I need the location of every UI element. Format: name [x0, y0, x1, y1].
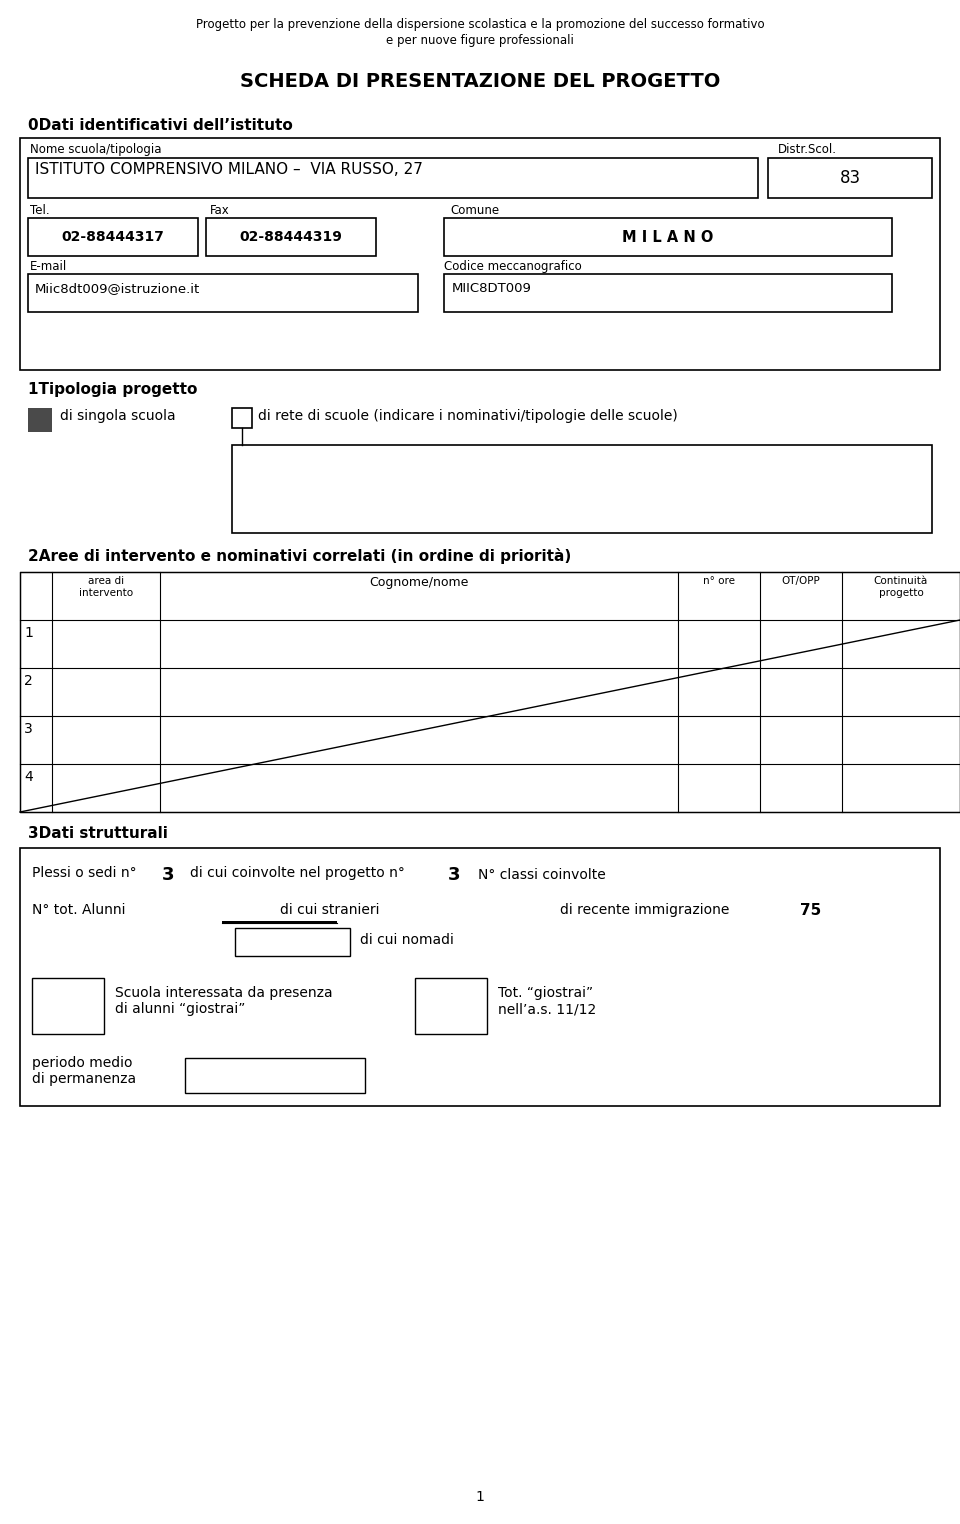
Text: N° classi coinvolte: N° classi coinvolte	[478, 869, 606, 882]
Text: di recente immigrazione: di recente immigrazione	[560, 904, 730, 917]
Text: Distr.Scol.: Distr.Scol.	[778, 143, 837, 155]
Text: di rete di scuole (indicare i nominativi/tipologie delle scuole): di rete di scuole (indicare i nominativi…	[258, 408, 678, 424]
Bar	[235, 928, 350, 956]
Text: 75: 75	[800, 904, 821, 917]
Bar	[444, 274, 892, 312]
Text: 2Aree di intervento e nominativi correlati (in ordine di priorità): 2Aree di intervento e nominativi correla…	[28, 549, 571, 564]
Text: di cui nomadi: di cui nomadi	[360, 933, 454, 946]
Text: ISTITUTO COMPRENSIVO MILANO –  VIA RUSSO, 27: ISTITUTO COMPRENSIVO MILANO – VIA RUSSO,…	[35, 162, 422, 177]
Text: di singola scuola: di singola scuola	[60, 408, 176, 424]
Text: M I L A N O: M I L A N O	[622, 230, 713, 244]
Text: OT/OPP: OT/OPP	[781, 576, 821, 587]
Bar	[232, 408, 252, 428]
Text: Tot. “giostrai”
nell’a.s. 11/12: Tot. “giostrai” nell’a.s. 11/12	[498, 986, 596, 1017]
Text: Miic8dt009@istruzione.it: Miic8dt009@istruzione.it	[35, 282, 201, 296]
Text: 2: 2	[24, 674, 33, 687]
Text: Tel.: Tel.	[30, 204, 50, 216]
Bar	[768, 158, 932, 198]
Bar	[28, 218, 198, 256]
Text: Comune: Comune	[450, 204, 499, 216]
Bar	[232, 445, 932, 533]
Text: 02-88444317: 02-88444317	[61, 230, 164, 244]
Text: Fax: Fax	[210, 204, 229, 216]
Bar	[444, 218, 892, 256]
Text: MIIC8DT009: MIIC8DT009	[452, 282, 532, 296]
Bar	[28, 158, 758, 198]
Bar	[32, 978, 104, 1033]
Text: Continuità
progetto: Continuità progetto	[874, 576, 928, 597]
Bar	[185, 1058, 365, 1093]
Bar	[20, 847, 940, 1106]
Text: Progetto per la prevenzione della dispersione scolastica e la promozione del suc: Progetto per la prevenzione della disper…	[196, 18, 764, 30]
Text: e per nuove figure professionali: e per nuove figure professionali	[386, 34, 574, 47]
Text: 1Tipologia progetto: 1Tipologia progetto	[28, 383, 198, 396]
Bar	[28, 274, 418, 312]
Text: Cognome/nome: Cognome/nome	[370, 576, 468, 588]
Text: 3: 3	[24, 722, 33, 736]
Bar	[20, 572, 960, 812]
Bar	[28, 408, 52, 431]
Text: Scuola interessata da presenza
di alunni “giostrai”: Scuola interessata da presenza di alunni…	[115, 986, 332, 1017]
Text: Nome scuola/tipologia: Nome scuola/tipologia	[30, 143, 161, 155]
Bar	[206, 218, 376, 256]
Text: E-mail: E-mail	[30, 261, 67, 273]
Text: 3: 3	[448, 866, 461, 884]
Text: periodo medio
di permanenza: periodo medio di permanenza	[32, 1056, 136, 1087]
Text: 4: 4	[24, 770, 33, 783]
Text: 1: 1	[475, 1490, 485, 1504]
Text: 83: 83	[839, 169, 860, 187]
Text: Codice meccanografico: Codice meccanografico	[444, 261, 582, 273]
Text: Plessi o sedi n°: Plessi o sedi n°	[32, 866, 136, 879]
Text: 1: 1	[24, 626, 33, 640]
Text: di cui coinvolte nel progetto n°: di cui coinvolte nel progetto n°	[190, 866, 405, 879]
Text: n° ore: n° ore	[703, 576, 735, 587]
Text: di cui stranieri: di cui stranieri	[280, 904, 379, 917]
Text: 0Dati identificativi dell’istituto: 0Dati identificativi dell’istituto	[28, 117, 293, 133]
Bar	[415, 978, 487, 1033]
Bar	[20, 139, 940, 370]
Text: 3: 3	[162, 866, 175, 884]
Text: N° tot. Alunni: N° tot. Alunni	[32, 904, 126, 917]
Text: area di
intervento: area di intervento	[79, 576, 133, 597]
Bar	[222, 920, 337, 924]
Text: 3Dati strutturali: 3Dati strutturali	[28, 826, 168, 841]
Text: 02-88444319: 02-88444319	[240, 230, 343, 244]
Text: SCHEDA DI PRESENTAZIONE DEL PROGETTO: SCHEDA DI PRESENTAZIONE DEL PROGETTO	[240, 72, 720, 91]
